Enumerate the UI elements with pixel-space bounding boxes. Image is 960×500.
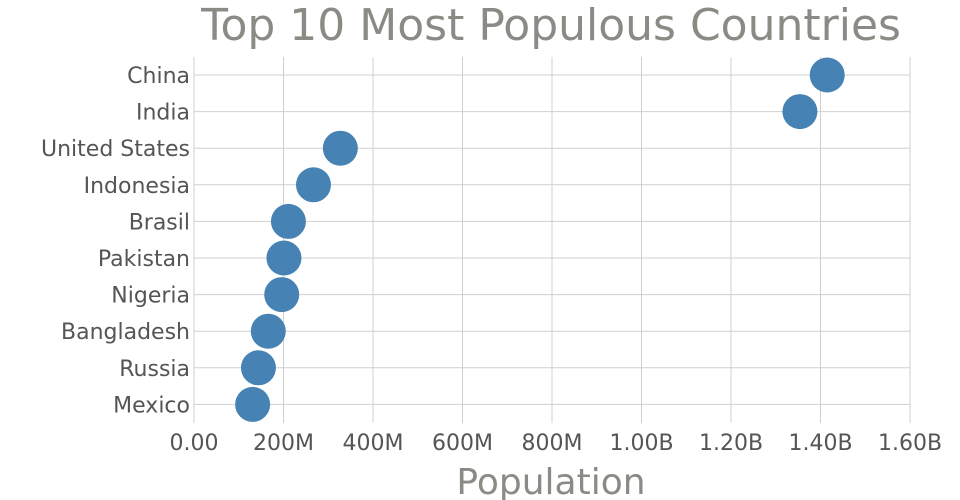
y-axis-categories: China India United States Indonesia Brasil Pa… [41, 64, 190, 418]
y-category-label: United States [41, 137, 190, 162]
data-point [322, 130, 358, 166]
x-tick-label: 400M [343, 431, 404, 456]
data-point [240, 350, 276, 386]
x-axis-label: Population [456, 462, 645, 500]
y-category-label: Bangladesh [61, 320, 190, 345]
x-tick-label: 1.60B [878, 431, 942, 456]
y-category-label: India [136, 101, 190, 126]
data-points [235, 57, 845, 422]
data-point [295, 167, 331, 203]
data-point [266, 240, 302, 276]
y-category-label: Brasil [129, 210, 190, 235]
y-category-label: China [127, 64, 190, 89]
y-category-label: Russia [119, 357, 190, 382]
data-point [270, 203, 306, 239]
x-axis-ticks: 0.00 200M 400M 600M 800M 1.00B 1.20B 1.40B 1.60B [170, 431, 943, 456]
grid [193, 57, 911, 423]
data-point [809, 57, 845, 93]
y-category-label: Mexico [113, 393, 190, 418]
x-tick-label: 200M [253, 431, 314, 456]
x-tick-label: 800M [522, 431, 583, 456]
x-tick-label: 600M [432, 431, 493, 456]
data-point [782, 94, 818, 130]
x-tick-label: 1.20B [699, 431, 763, 456]
data-point [264, 277, 300, 313]
y-category-label: Pakistan [98, 247, 190, 272]
chart-title: Top 10 Most Populous Countries [200, 0, 901, 51]
data-point [235, 386, 271, 422]
y-category-label: Nigeria [111, 284, 190, 309]
x-tick-label: 1.00B [609, 431, 673, 456]
x-tick-label: 0.00 [170, 431, 219, 456]
data-point [250, 313, 286, 349]
x-tick-label: 1.40B [788, 431, 852, 456]
y-category-label: Indonesia [84, 174, 190, 199]
